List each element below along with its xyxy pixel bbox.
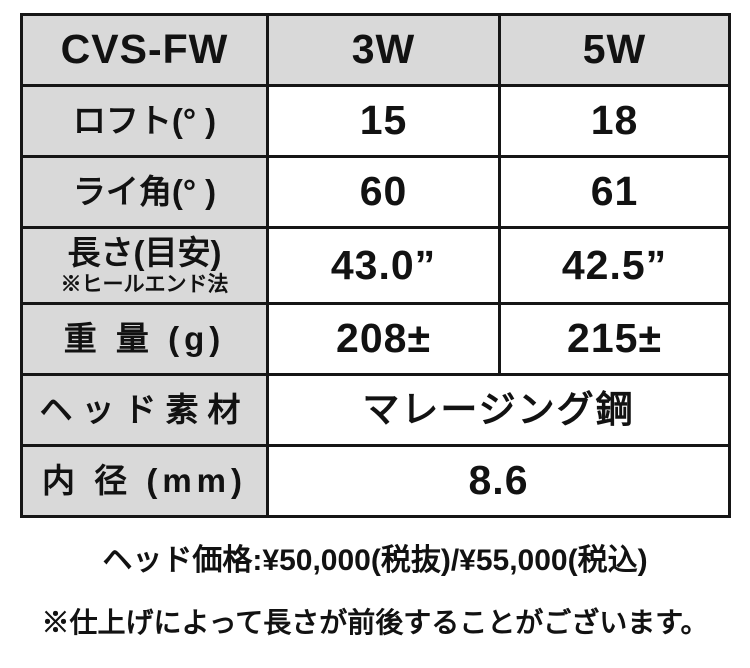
header-row: CVS-FW 3W 5W xyxy=(20,13,731,87)
head-material-value: マレージング鋼 xyxy=(266,373,731,447)
loft-row: ロフト(° ) 15 18 xyxy=(20,84,731,158)
weight-label: 重 量 (g) xyxy=(20,302,269,376)
bore-diameter-label: 内 径 (mm) xyxy=(20,444,269,518)
head-price-text: ヘッド価格:¥50,000(税抜)/¥55,000(税込) xyxy=(102,544,648,577)
spec-table: CVS-FW 3W 5W ロフト(° ) 15 18 ライ角(° ) 60 61… xyxy=(20,13,731,518)
bore-diameter-value: 8.6 xyxy=(266,444,731,518)
length-row: 長さ(目安) ※ヒールエンド法 43.0” 42.5” xyxy=(20,226,731,305)
weight-5w-value: 215± xyxy=(498,302,731,376)
loft-3w-value: 15 xyxy=(266,84,501,158)
head-material-label: ヘッド素材 xyxy=(20,373,269,447)
lie-angle-3w-value: 60 xyxy=(266,155,501,229)
column-header-5w: 5W xyxy=(498,13,731,87)
head-material-row: ヘッド素材 マレージング鋼 xyxy=(20,373,731,447)
lie-angle-5w-value: 61 xyxy=(498,155,731,229)
loft-5w-value: 18 xyxy=(498,84,731,158)
length-3w-value: 43.0” xyxy=(266,226,501,305)
column-header-3w: 3W xyxy=(266,13,501,87)
model-name-cell: CVS-FW xyxy=(20,13,269,87)
weight-3w-value: 208± xyxy=(266,302,501,376)
bore-diameter-row: 内 径 (mm) 8.6 xyxy=(20,444,731,518)
length-label: 長さ(目安) ※ヒールエンド法 xyxy=(20,226,269,305)
length-label-main: 長さ(目安) xyxy=(67,234,222,272)
lie-angle-label: ライ角(° ) xyxy=(20,155,269,229)
length-disclaimer-text: ※仕上げによって長さが前後することがございます。 xyxy=(41,607,709,638)
length-5w-value: 42.5” xyxy=(498,226,731,305)
loft-label: ロフト(° ) xyxy=(20,84,269,158)
lie-angle-row: ライ角(° ) 60 61 xyxy=(20,155,731,229)
weight-row: 重 量 (g) 208± 215± xyxy=(20,302,731,376)
length-label-sub: ※ヒールエンド法 xyxy=(60,272,229,296)
